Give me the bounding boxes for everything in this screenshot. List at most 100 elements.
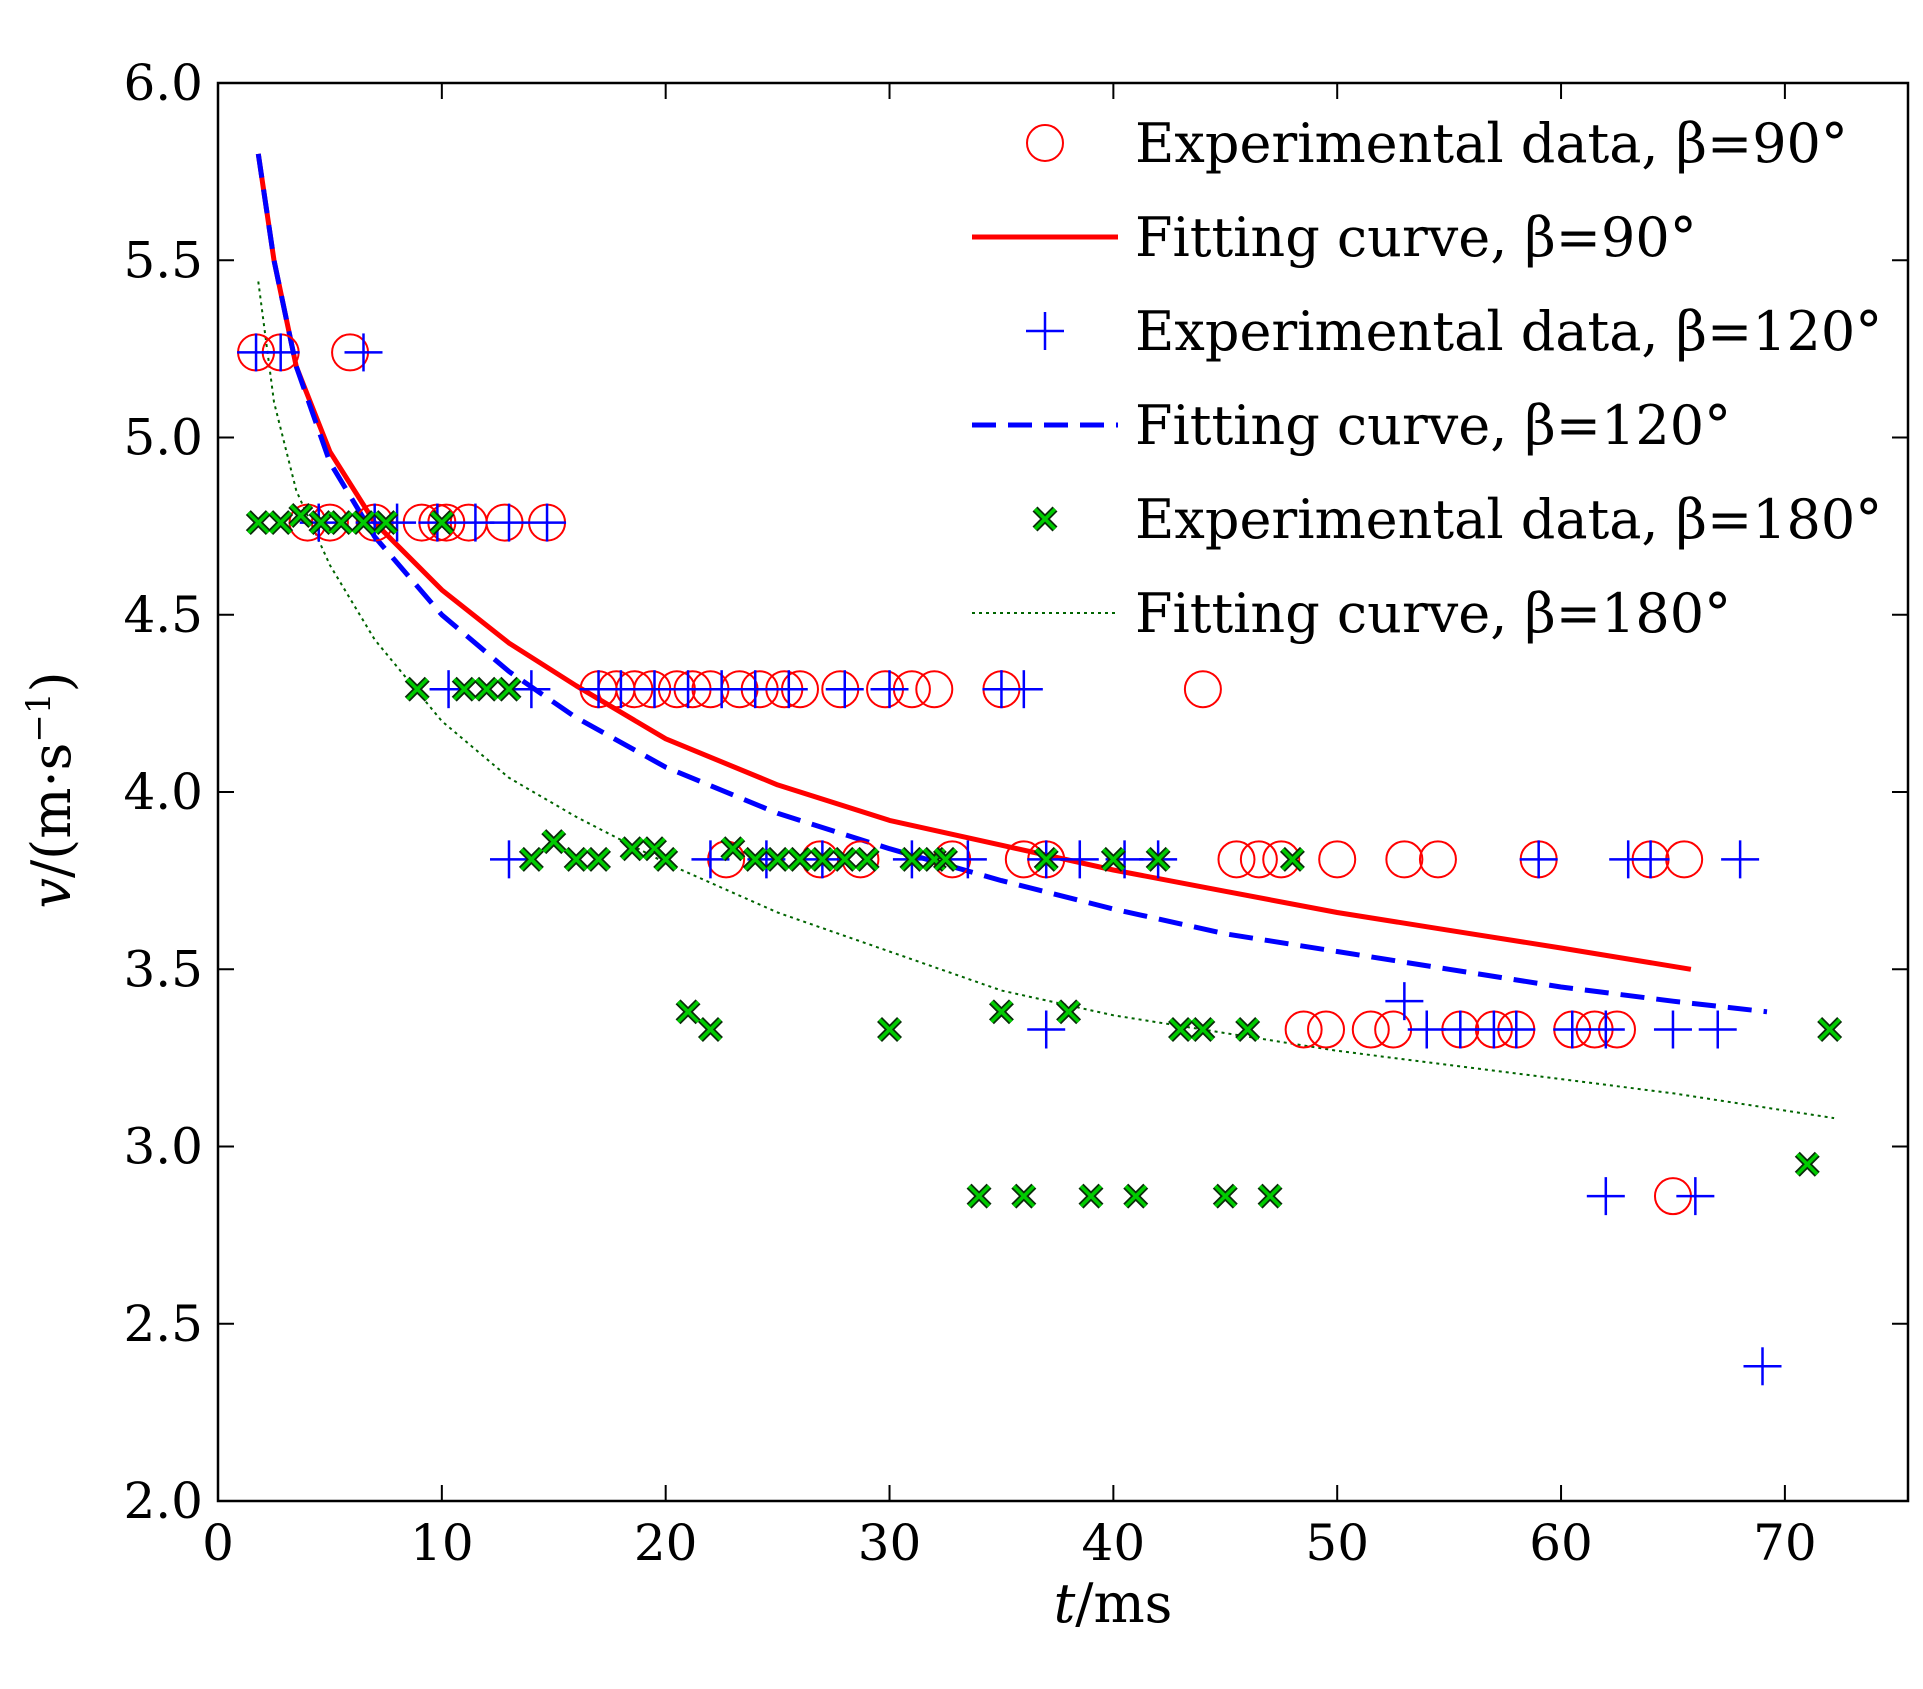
data-point-exp120	[528, 503, 567, 542]
data-point-exp120	[1631, 840, 1670, 879]
data-point-exp120	[825, 670, 864, 709]
y-tick-label: 4.0	[123, 763, 203, 821]
data-point-exp180	[619, 836, 645, 862]
data-point-exp120	[1653, 1010, 1692, 1049]
data-point-exp180	[765, 846, 791, 872]
data-point-exp120	[948, 840, 987, 879]
data-point-exp180	[1011, 1183, 1037, 1209]
data-point-exp180	[742, 846, 768, 872]
data-point-exp180	[854, 846, 880, 872]
legend-label: Experimental data, β=120°	[1135, 300, 1882, 363]
data-point-exp120	[1721, 840, 1760, 879]
data-point-exp180	[1100, 846, 1126, 872]
axis-ticks	[217, 82, 1908, 1502]
data-point-exp120	[512, 670, 551, 709]
data-point-exp120	[1407, 1010, 1446, 1049]
data-point-exp120	[489, 840, 528, 879]
data-point-exp180	[720, 836, 746, 862]
series-fit90	[255, 153, 1692, 972]
y-axis-variable: v	[20, 878, 83, 909]
x-tick-label: 50	[1305, 1514, 1369, 1572]
y-tick-label: 6.0	[123, 54, 203, 112]
x-tick-label: 30	[858, 1514, 922, 1572]
data-point-exp180	[1078, 1183, 1104, 1209]
y-tick-label: 5.5	[123, 231, 203, 289]
data-point-exp120	[1519, 840, 1558, 879]
data-point-exp90	[1239, 840, 1278, 879]
data-point-exp180	[899, 846, 925, 872]
y-tick-label: 3.0	[123, 1118, 203, 1176]
data-point-exp120	[669, 670, 708, 709]
series-line-fit120	[255, 153, 1768, 1015]
data-point-exp90	[1351, 1010, 1390, 1049]
y-axis-unit: /(m·s	[20, 743, 83, 878]
x-tick-label: 0	[202, 1514, 234, 1572]
data-point-exp180	[268, 510, 294, 536]
data-point-exp180	[1817, 1017, 1843, 1042]
data-point-exp180	[1212, 1183, 1238, 1209]
x-axis-variable: t	[1054, 1572, 1076, 1635]
data-point-exp120	[769, 670, 808, 709]
data-point-exp180	[809, 846, 835, 872]
y-tick-label: 3.5	[123, 940, 203, 998]
legend-item-exp180: Experimental data, β=180°	[1032, 488, 1882, 551]
data-point-exp180	[966, 1183, 992, 1209]
plot-area	[216, 81, 1910, 1503]
legend-label: Fitting curve, β=90°	[1135, 206, 1697, 269]
data-point-exp180	[1168, 1017, 1193, 1042]
data-point-exp120	[635, 670, 674, 709]
data-point-exp180	[877, 1017, 902, 1042]
data-point-exp120	[261, 333, 300, 372]
data-point-exp120	[870, 670, 909, 709]
series-line-fit180	[257, 281, 1835, 1120]
data-point-exp180	[832, 846, 858, 872]
legend-swatch	[1026, 312, 1064, 350]
data-point-exp120	[736, 670, 775, 709]
data-point-exp90	[1318, 840, 1357, 879]
data-point-exp180	[451, 676, 477, 702]
legend-item-fit90: Fitting curve, β=90°	[972, 206, 1697, 269]
data-point-exp120	[1743, 1347, 1782, 1386]
data-point-exp120	[456, 503, 495, 542]
legend-item-exp90: Experimental data, β=90°	[1026, 112, 1848, 175]
legend-item-exp120: Experimental data, β=120°	[1026, 300, 1882, 363]
legend-item-fit180: Fitting curve, β=180°	[972, 582, 1731, 645]
data-point-exp180	[429, 510, 455, 536]
x-axis-unit: /ms	[1075, 1572, 1172, 1635]
legend-swatch	[1032, 506, 1058, 532]
data-point-exp90	[915, 670, 954, 709]
data-point-exp180	[586, 846, 612, 872]
data-point-exp120	[702, 670, 741, 709]
data-point-exp90	[1418, 840, 1457, 879]
data-point-exp120	[1497, 1010, 1536, 1049]
data-point-exp180	[1123, 1183, 1149, 1209]
legend-label: Fitting curve, β=120°	[1135, 394, 1731, 457]
series-line-fit90	[255, 153, 1692, 972]
data-point-exp180	[787, 846, 813, 872]
data-point-exp180	[1056, 999, 1082, 1025]
x-tick-label: 70	[1753, 1514, 1817, 1572]
x-tick-label: 60	[1529, 1514, 1593, 1572]
data-point-exp180	[404, 676, 430, 702]
data-point-exp180	[541, 829, 567, 855]
data-point-exp120	[1586, 1010, 1625, 1049]
data-point-exp180	[988, 999, 1014, 1025]
data-point-exp120	[1027, 1010, 1066, 1049]
data-point-exp180	[1190, 1017, 1216, 1042]
data-point-exp90	[1284, 1010, 1323, 1049]
data-point-exp180	[308, 510, 334, 536]
data-point-exp120	[1060, 840, 1099, 879]
x-tick-label: 20	[634, 1514, 698, 1572]
legend-label: Experimental data, β=180°	[1135, 488, 1882, 551]
data-point-exp180	[1145, 846, 1171, 872]
data-point-exp180	[288, 503, 314, 528]
legend: Experimental data, β=90° Fitting curve, β…	[972, 112, 1882, 645]
data-point-exp180	[1794, 1151, 1820, 1177]
data-point-exp180	[373, 510, 399, 536]
data-point-exp180	[328, 510, 354, 536]
legend-label: Experimental data, β=90°	[1135, 112, 1848, 175]
x-tick-labels: 0 10 20 30 40 50 60 70	[202, 1514, 1817, 1572]
data-point-exp180	[496, 676, 522, 702]
data-point-exp90	[1307, 1010, 1346, 1049]
